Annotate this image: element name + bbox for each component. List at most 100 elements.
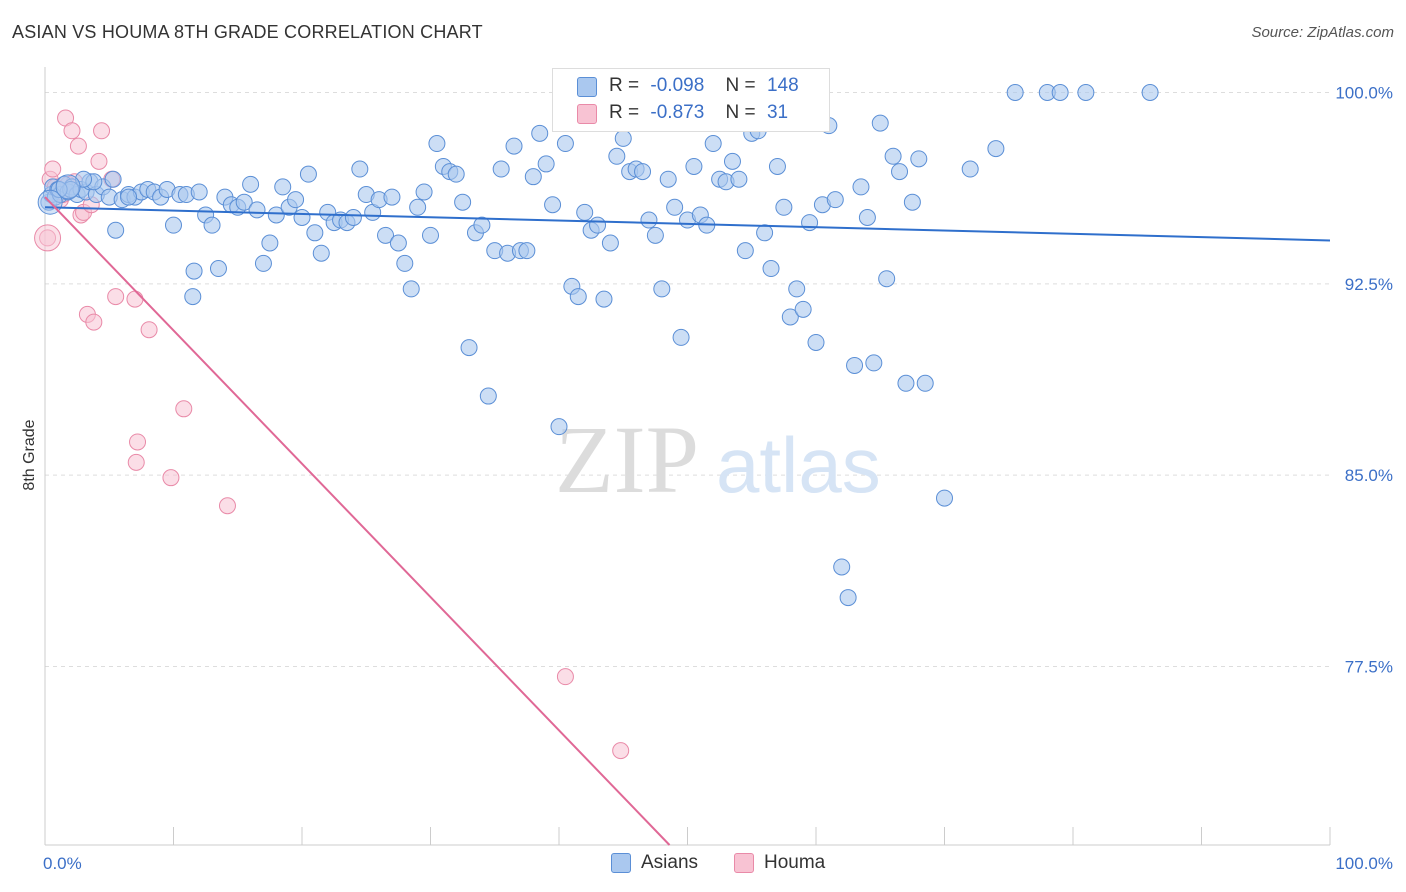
houma-point [107,288,125,306]
asian-point [242,175,260,193]
houma-n-label: N = [725,102,756,123]
bottom-asians-swatch [611,853,631,873]
asian-point [531,124,549,142]
asian-point [165,216,182,234]
asian-point [884,147,902,165]
asian-point [730,170,748,188]
asian-point [383,188,401,206]
y-tick-label: 100.0% [1335,84,1393,103]
asians-trend-line [44,206,1331,242]
asian-point [248,201,266,219]
asian-point [595,290,613,308]
asian-point [261,234,279,252]
asian-point [903,193,921,211]
asian-point [576,203,594,221]
asian-point [473,216,491,234]
houma-point [175,400,193,418]
asian-point [852,178,870,196]
asian-point [479,387,497,405]
asian-point [788,280,806,298]
asian-point [801,214,819,232]
asian-point [293,208,311,226]
asian-point [267,206,285,224]
bottom-houma-label: Houma [764,852,826,873]
asian-point [916,374,934,392]
grid-lines [45,92,1330,667]
bottom-asians-label: Asians [641,852,699,873]
houma-point [129,433,147,451]
asian-point [768,157,786,175]
houma-point [162,469,180,487]
asian-point [1006,84,1024,102]
asian-point [274,178,292,196]
asian-point [762,260,780,278]
asian-point [235,193,253,211]
asian-point [846,356,864,374]
asian-point [422,226,439,244]
asian-point [185,262,203,280]
bottom-houma-swatch [734,853,754,873]
trend-lines [44,196,1331,846]
houma-point [69,137,87,155]
asian-point [209,260,227,278]
y-tick-label: 85.0% [1345,466,1393,485]
asian-point [306,224,324,242]
houma-point-large [34,224,62,252]
asian-point [120,188,138,206]
asian-point [833,558,851,576]
asian-point [756,224,774,242]
asians-n-label: N = [725,75,756,96]
asian-point [569,288,587,306]
asian-point [389,234,407,252]
asian-point [723,152,741,170]
asian-point [634,163,652,181]
asian-point [544,196,562,214]
asian-point [646,226,664,244]
asian-point [1051,84,1069,102]
asian-point [505,137,523,155]
asian-point [839,589,857,607]
asian-point [104,170,122,188]
watermark-atlas: atlas [716,421,881,509]
asian-point [858,208,876,226]
asian-point [781,308,799,326]
asian-point [377,226,395,244]
asian-point [402,280,420,298]
y-tick-label: 92.5% [1345,275,1393,294]
asian-point [299,165,317,183]
asian-point [203,216,221,234]
houma-point [140,321,158,339]
asian-point [666,198,684,216]
asian-point [492,160,510,178]
asian-point [287,191,305,209]
asian-point [409,198,427,216]
asian-point [184,288,202,306]
asian-point [807,333,825,351]
houma-point [612,742,630,760]
watermark-zip: ZIP [555,406,699,513]
asian-point [428,135,446,153]
asian-point [556,135,574,153]
asian-point [704,135,722,153]
asian-point [344,208,362,226]
asians-r-label: R = [609,75,640,96]
asian-point [775,198,793,216]
asian-point [415,183,433,201]
asian-point [891,163,909,181]
asian-point [190,183,208,201]
asian-point [871,114,889,132]
houma-point [126,290,144,308]
asian-point [640,211,658,229]
houma-r-label: R = [609,102,640,123]
houma-point [44,160,62,178]
asian-point [685,157,703,175]
asian-point [518,242,536,260]
houma-point [127,453,145,471]
asian-point [1141,84,1159,102]
asian-point [524,168,542,186]
asian-points [37,84,1159,607]
asian-point [672,328,690,346]
asian-point [826,191,844,209]
asian-point [550,418,568,436]
asians-r-value: -0.098 [650,75,705,96]
